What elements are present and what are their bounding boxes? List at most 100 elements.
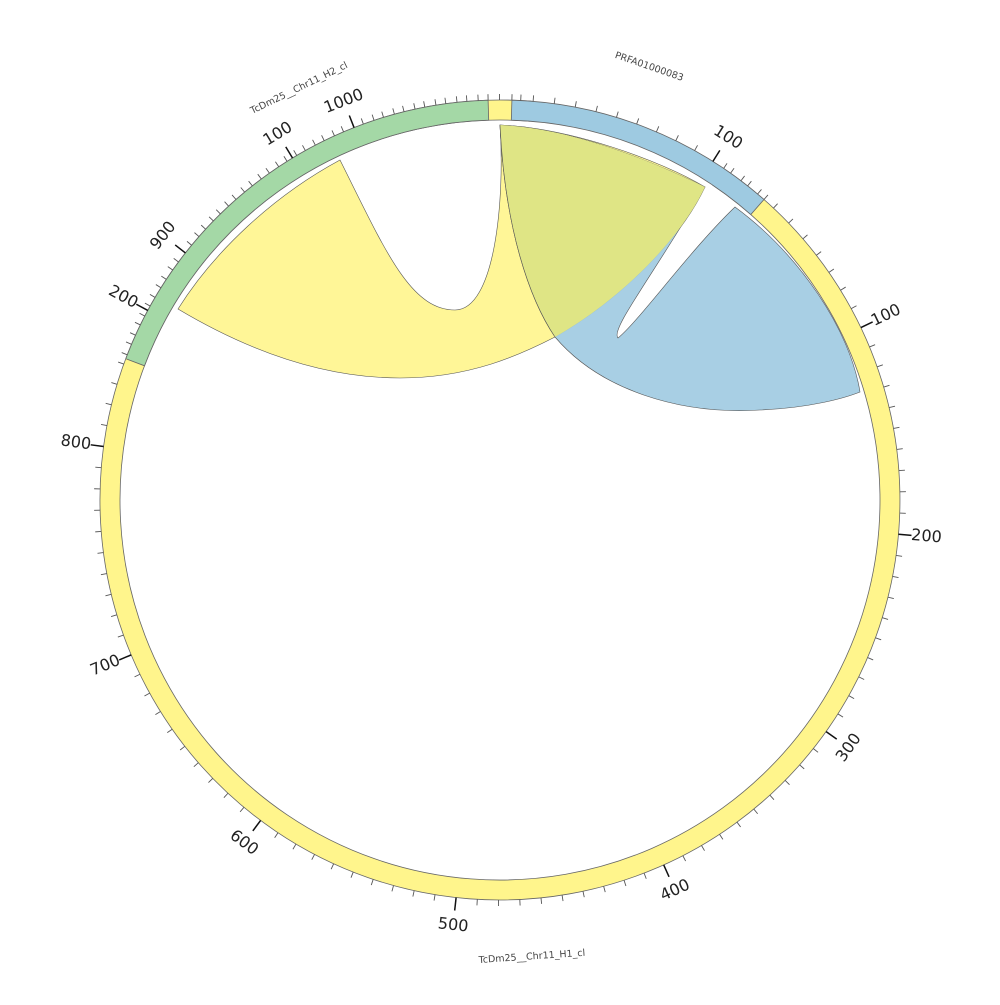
minor-tick (554, 98, 555, 104)
major-tick (899, 534, 912, 535)
minor-tick (562, 895, 563, 901)
minor-tick (122, 353, 128, 355)
minor-tick (130, 333, 135, 335)
minor-tick (294, 150, 297, 155)
minor-tick (224, 793, 228, 797)
tick-label: 1000 (321, 84, 366, 117)
minor-tick (859, 677, 864, 680)
minor-tick (888, 597, 894, 598)
minor-tick (393, 108, 395, 114)
tick-label: 900 (146, 217, 180, 253)
minor-tick (413, 891, 414, 897)
major-tick (861, 322, 873, 328)
minor-tick (302, 145, 305, 150)
minor-tick (168, 267, 173, 270)
minor-tick (351, 872, 353, 878)
minor-tick (724, 163, 727, 168)
minor-tick (98, 553, 104, 554)
tick-label: 200 (910, 525, 942, 547)
major-tick (91, 445, 104, 447)
minor-tick (870, 345, 876, 347)
tick-label: 300 (832, 729, 865, 765)
minor-tick (789, 219, 793, 223)
minor-tick (764, 195, 768, 200)
minor-tick (731, 168, 734, 173)
minor-tick (371, 879, 373, 885)
minor-tick (156, 285, 161, 288)
major-tick (136, 304, 147, 310)
minor-tick (785, 780, 789, 784)
minor-tick (361, 118, 363, 124)
minor-tick (135, 322, 140, 325)
minor-tick (135, 674, 140, 677)
major-tick (455, 898, 456, 911)
minor-tick (266, 168, 269, 173)
major-tick (119, 655, 131, 660)
minor-tick (596, 106, 597, 112)
tick-label: 100 (868, 299, 904, 329)
segment-name-label: TcDm25__Chr11_H1_cl (477, 948, 585, 966)
minor-tick (683, 856, 686, 861)
minor-tick (111, 615, 117, 617)
minor-tick (201, 225, 205, 229)
minor-tick (225, 202, 229, 206)
tick-label: 500 (437, 913, 469, 935)
minor-tick (161, 276, 166, 279)
minor-tick (838, 714, 843, 717)
minor-tick (312, 854, 315, 859)
minor-tick (414, 103, 415, 109)
minor-tick (656, 126, 658, 132)
tick-label: 200 (106, 281, 142, 312)
minor-tick (240, 807, 244, 812)
minor-tick (194, 233, 199, 237)
minor-tick (187, 241, 192, 245)
minor-tick (155, 711, 160, 714)
major-tick (826, 732, 837, 740)
minor-tick (424, 101, 425, 107)
major-tick (349, 115, 354, 127)
minor-tick (637, 118, 639, 124)
minor-tick (150, 294, 155, 297)
minor-tick (889, 406, 895, 407)
minor-tick (896, 555, 902, 556)
minor-tick (174, 258, 179, 262)
minor-tick (695, 145, 698, 150)
minor-tick (241, 188, 245, 193)
minor-tick (877, 365, 883, 367)
minor-tick (456, 96, 457, 102)
minor-tick (841, 287, 846, 290)
minor-tick (126, 342, 132, 344)
minor-tick (816, 252, 821, 256)
minor-tick (118, 635, 124, 637)
minor-tick (216, 210, 220, 214)
minor-tick (111, 383, 117, 385)
minor-tick (644, 873, 646, 879)
minor-tick (322, 135, 325, 140)
minor-tick (313, 140, 316, 145)
minor-tick (803, 235, 808, 239)
minor-tick (748, 181, 752, 186)
major-tick (286, 147, 293, 158)
tick-label: 100 (259, 117, 295, 149)
minor-tick (737, 822, 741, 827)
minor-tick (382, 112, 384, 118)
tick-label: 600 (227, 825, 263, 859)
tick-label: 400 (657, 875, 693, 905)
minor-tick (829, 269, 834, 272)
minor-tick (101, 424, 107, 425)
minor-tick (758, 189, 762, 194)
minor-tick (144, 693, 149, 696)
minor-tick (249, 181, 253, 186)
minor-tick (101, 574, 107, 575)
major-tick (175, 245, 185, 253)
minor-tick (435, 99, 436, 105)
minor-tick (813, 749, 818, 753)
minor-tick (180, 746, 185, 750)
minor-tick (851, 306, 856, 309)
minor-tick (800, 765, 804, 769)
minor-tick (293, 844, 296, 849)
minor-tick (434, 895, 435, 901)
minor-tick (583, 891, 584, 897)
minor-tick (616, 112, 618, 118)
